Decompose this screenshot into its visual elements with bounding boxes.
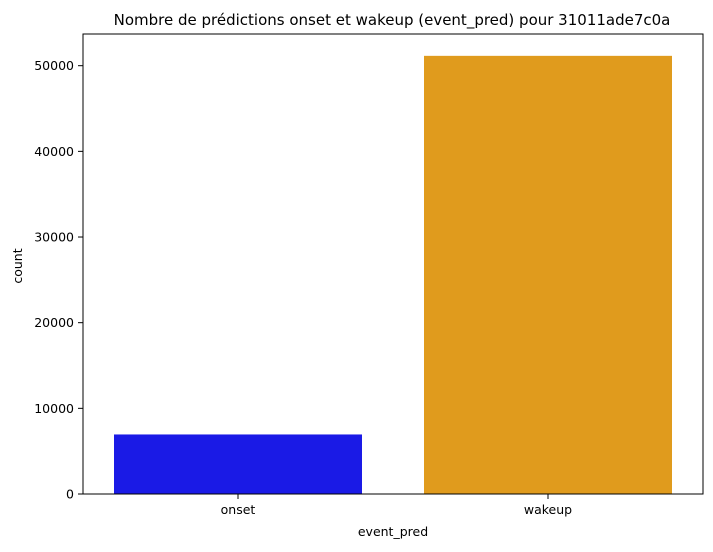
y-axis-ticks: 0 10000 20000 30000 40000 50000 (34, 58, 83, 502)
plot-frame (82, 33, 704, 495)
bars-group (114, 55, 672, 495)
y-tick-label: 50000 (34, 58, 74, 73)
bar-wakeup (424, 55, 672, 495)
x-tick-label: onset (221, 502, 256, 517)
x-tick-label: wakeup (524, 502, 572, 517)
y-tick-label: 40000 (34, 144, 74, 159)
bar-onset (114, 434, 362, 494)
x-axis-ticks: onset wakeup (221, 494, 572, 517)
y-tick-label: 10000 (34, 401, 74, 416)
y-axis-label: count (10, 248, 25, 283)
y-tick-label: 0 (66, 487, 74, 502)
x-axis-label: event_pred (358, 524, 428, 539)
y-tick-label: 30000 (34, 230, 74, 245)
y-tick-label: 20000 (34, 315, 74, 330)
chart-title: Nombre de prédictions onset et wakeup (e… (114, 11, 671, 30)
